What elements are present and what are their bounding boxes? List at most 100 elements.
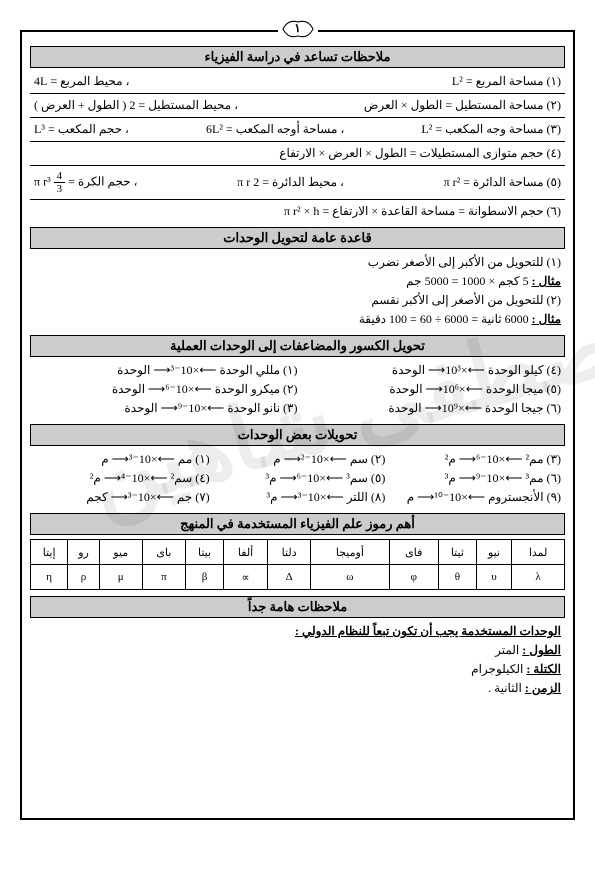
s6-heading: الوحدات المستخدمة يجب أن تكون تبعاً للنظ… xyxy=(30,622,565,641)
s3-row3: (٣) نانو الوحدة ⟵×10⁻⁹⟶ الوحدة (٦) جيجا … xyxy=(30,399,565,418)
denominator: 3 xyxy=(54,183,66,195)
table-cell: أوميجا xyxy=(311,540,389,565)
section-5-header: أهم رموز علم الفيزياء المستخدمة في المنه… xyxy=(30,513,565,535)
text: (٦) جيجا الوحدة ⟵×10⁹⟶ الوحدة xyxy=(298,401,562,416)
value: الثانية . xyxy=(488,681,522,695)
text: (٣) نانو الوحدة ⟵×10⁻⁹⟶ الوحدة xyxy=(34,401,298,416)
page-frame: ١ مصطفى شاهين ملاحظات تساعد في دراسة الف… xyxy=(20,30,575,820)
section-6-header: ملاحظات هامة جداً xyxy=(30,596,565,618)
text: ، حجم الكرة = xyxy=(65,174,137,188)
s3-row2: (٢) ميكرو الوحدة ⟵×10⁻⁶⟶ الوحدة (٥) ميجا… xyxy=(30,380,565,399)
table-cell: π xyxy=(142,565,185,590)
text: (٩) الأنجستروم ⟵×10⁻¹⁰⟶ م xyxy=(385,490,561,505)
table-cell: فاى xyxy=(389,540,438,565)
text: (٣) مساحة وجه المكعب = L² xyxy=(421,122,561,137)
label: الكتلة : xyxy=(526,662,561,676)
divider xyxy=(30,141,565,142)
table-row: λ υ θ φ ω Δ ∝ β π μ ρ η xyxy=(31,565,565,590)
text: ، محيط الدائرة = 2 π r xyxy=(237,175,344,190)
text: (٢) مساحة المستطيل = الطول × العرض xyxy=(364,98,561,113)
table-cell: إيتا xyxy=(31,540,68,565)
table-cell: ω xyxy=(311,565,389,590)
divider xyxy=(30,93,565,94)
s6-length: الطول : المتر xyxy=(30,641,565,660)
s1-line5: (٥) مساحة الدائرة = π r² ، محيط الدائرة … xyxy=(30,168,565,197)
s6-time: الزمن : الثانية . xyxy=(30,679,565,698)
text: (١) مساحة المربع = L² xyxy=(452,74,561,89)
table-cell: رو xyxy=(68,540,99,565)
text: (٥) مساحة الدائرة = π r² xyxy=(444,175,561,190)
text: (٥) ميجا الوحدة ⟵×10⁶⟶ الوحدة xyxy=(298,382,562,397)
s4-row3: (٧) جم ⟵×10⁻³⟶ كجم (٨) اللتر ⟵×10⁻³⟶ م³ … xyxy=(30,488,565,507)
text: ، حجم المكعب = L³ xyxy=(34,122,129,137)
numerator: 4 xyxy=(54,170,66,183)
table-cell: υ xyxy=(476,565,511,590)
s2-example2: مثال : 6000 ثانية = 6000 ÷ 60 = 100 دقيق… xyxy=(30,310,565,329)
s1-line3: (٣) مساحة وجه المكعب = L² ، مساحة أوجه ا… xyxy=(30,120,565,139)
s4-row2: (٤) سم² ⟵×10⁻⁴⟶ م² (٥) سم³ ⟵×10⁻⁶⟶ م³ (٦… xyxy=(30,469,565,488)
label: الزمن : xyxy=(525,681,561,695)
value: الكيلوجرام xyxy=(471,662,523,676)
table-cell: ميو xyxy=(99,540,142,565)
table-cell: باى xyxy=(142,540,185,565)
fraction: 4 3 xyxy=(54,170,66,195)
section-1-header: ملاحظات تساعد في دراسة الفيزياء xyxy=(30,46,565,68)
table-cell: φ xyxy=(389,565,438,590)
text: (٢) سم ⟵×10⁻²⟶ م xyxy=(210,452,386,467)
s1-line1: (١) مساحة المربع = L² ، محيط المربع = 4L xyxy=(30,72,565,91)
s1-line2: (٢) مساحة المستطيل = الطول × العرض ، محي… xyxy=(30,96,565,115)
text: (١) مللي الوحدة ⟵×10⁻³⟶ الوحدة xyxy=(34,363,298,378)
table-cell: θ xyxy=(438,565,476,590)
text: ، محيط المربع = 4L xyxy=(34,74,129,89)
s3-row1: (١) مللي الوحدة ⟵×10⁻³⟶ الوحدة (٤) كيلو … xyxy=(30,361,565,380)
text: (٦) مم³ ⟵×10⁻⁹⟶ م³ xyxy=(385,471,561,486)
table-cell: بيتا xyxy=(186,540,224,565)
example-label: مثال : xyxy=(532,274,561,288)
text: ، مساحة أوجه المكعب = 6L² xyxy=(206,122,344,137)
table-cell: دلتا xyxy=(268,540,311,565)
table-cell: ∝ xyxy=(224,565,268,590)
s6-mass: الكتلة : الكيلوجرام xyxy=(30,660,565,679)
divider xyxy=(30,165,565,166)
s2-line1: (١) للتحويل من الأكبر إلى الأصغر نضرب xyxy=(30,253,565,272)
value: المتر xyxy=(495,643,519,657)
table-cell: β xyxy=(186,565,224,590)
table-cell: η xyxy=(31,565,68,590)
text: (١) مم ⟵×10⁻³⟶ م xyxy=(34,452,210,467)
table-cell: لمدا xyxy=(512,540,565,565)
page-number: ١ xyxy=(278,21,318,36)
s1-line4: (٤) حجم متوازى المستطيلات = الطول × العر… xyxy=(30,144,565,163)
text: (٧) جم ⟵×10⁻³⟶ كجم xyxy=(34,490,210,505)
text: (٨) اللتر ⟵×10⁻³⟶ م³ xyxy=(210,490,386,505)
table-cell: ألفا xyxy=(224,540,268,565)
s2-example1: مثال : 5 كجم × 1000 = 5000 جم xyxy=(30,272,565,291)
text: (٣) مم² ⟵×10⁻⁶⟶ م² xyxy=(385,452,561,467)
text: ، حجم الكرة = 4 3 π r³ xyxy=(34,170,137,195)
s4-row1: (١) مم ⟵×10⁻³⟶ م (٢) سم ⟵×10⁻²⟶ م (٣) مم… xyxy=(30,450,565,469)
text: (٤) سم² ⟵×10⁻⁴⟶ م² xyxy=(34,471,210,486)
table-cell: ثيتا xyxy=(438,540,476,565)
label: الطول : xyxy=(522,643,561,657)
s2-line2: (٢) للتحويل من الأصغر إلى الأكبر نقسم xyxy=(30,291,565,310)
section-3-header: تحويل الكسور والمضاعفات إلى الوحدات العم… xyxy=(30,335,565,357)
symbols-table: لمدا نيو ثيتا فاى أوميجا دلتا ألفا بيتا … xyxy=(30,539,565,590)
page-number-ornament: ١ xyxy=(278,14,318,44)
text: 5 كجم × 1000 = 5000 جم xyxy=(406,274,528,288)
divider xyxy=(30,199,565,200)
table-cell: μ xyxy=(99,565,142,590)
text: 6000 ثانية = 6000 ÷ 60 = 100 دقيقة xyxy=(359,312,529,326)
text: (٥) سم³ ⟵×10⁻⁶⟶ م³ xyxy=(210,471,386,486)
table-cell: نيو xyxy=(476,540,511,565)
table-cell: λ xyxy=(512,565,565,590)
table-cell: ρ xyxy=(68,565,99,590)
table-cell: Δ xyxy=(268,565,311,590)
text: π r³ xyxy=(34,174,51,188)
text: ، محيط المستطيل = 2 ( الطول + العرض ) xyxy=(34,98,238,113)
section-4-header: تحويلات بعض الوحدات xyxy=(30,424,565,446)
table-row: لمدا نيو ثيتا فاى أوميجا دلتا ألفا بيتا … xyxy=(31,540,565,565)
example-label: مثال : xyxy=(532,312,561,326)
text: (٤) كيلو الوحدة ⟵×10³⟶ الوحدة xyxy=(298,363,562,378)
s1-line6: (٦) حجم الاسطوانة = مساحة القاعدة × الار… xyxy=(30,202,565,221)
divider xyxy=(30,117,565,118)
text: (٢) ميكرو الوحدة ⟵×10⁻⁶⟶ الوحدة xyxy=(34,382,298,397)
